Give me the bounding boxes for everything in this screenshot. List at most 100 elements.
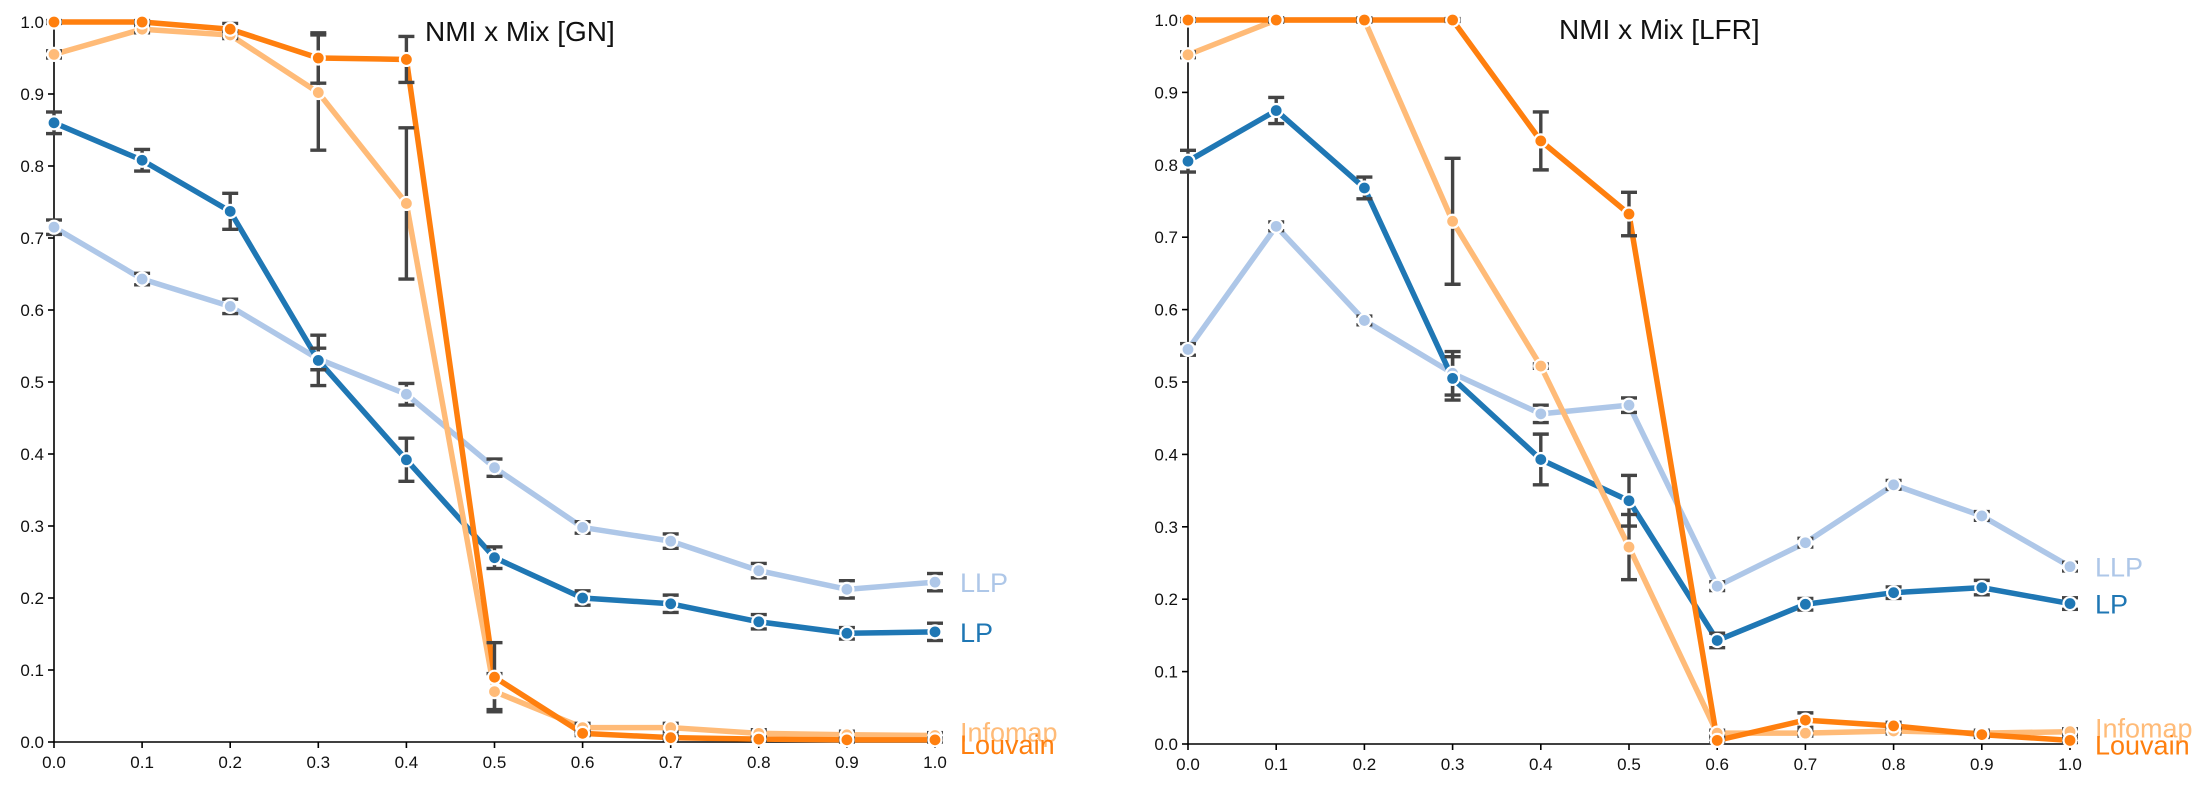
data-point-lp [1621,493,1637,509]
data-point-louvain [1533,133,1549,149]
y-tick-label: 0.6 [20,301,44,320]
data-point-llp [46,219,62,235]
data-point-llp [2062,559,2078,575]
data-point-louvain [134,14,150,30]
data-point-louvain [1709,732,1725,748]
data-point-llp [663,533,679,549]
data-point-llp [927,574,943,590]
data-point-lp [927,624,943,640]
data-point-llp [574,519,591,536]
x-tick-label: 0.7 [659,753,683,772]
data-point-infomap [46,46,62,63]
data-point-louvain [1621,206,1637,222]
data-point-lp [310,352,326,368]
data-point-louvain [927,732,943,748]
y-tick-label: 0.0 [20,733,44,752]
y-tick-label: 1.0 [20,13,44,32]
y-tick-label: 0.8 [1154,156,1178,175]
data-point-louvain [839,732,855,748]
y-tick-label: 0.9 [1154,83,1178,102]
x-tick-label: 1.0 [923,753,947,772]
y-tick-label: 0.7 [1154,228,1178,247]
x-tick-label: 1.0 [2058,755,2082,774]
y-tick-label: 0.9 [20,85,44,104]
y-tick-label: 0.4 [1154,445,1178,464]
series-label-lp: LP [960,618,993,648]
series-line-louvain [54,19,935,743]
x-tick-label: 0.8 [1882,755,1906,774]
data-point-llp [134,271,150,287]
x-tick-label: 0.6 [571,753,595,772]
y-tick-label: 0.2 [20,589,44,608]
data-point-llp [1974,508,1990,524]
x-tick-label: 0.9 [835,753,859,772]
chart-panel-gn: 0.0 0.1 0.2 0.3 0.4 0.5 0.6 0.7 0.8 0.9 1.0 0.0 0.1 0… [0,0,1075,802]
chart-title: NMI x Mix [GN] [425,16,615,47]
series-label-infomap: Infomap [2095,714,2193,744]
data-point-lp [1974,580,1990,596]
data-point-louvain [486,669,503,685]
data-point-louvain [663,730,679,746]
y-tick-label: 0.1 [1154,663,1178,682]
data-point-llp [398,386,414,402]
series-label-louvain: Louvain [960,730,1055,760]
data-point-llp [486,460,503,476]
y-tick-label: 0.8 [20,157,44,176]
data-point-lp [1709,632,1725,649]
data-point-llp [1621,397,1637,413]
data-point-louvain [46,14,62,30]
y-tick-label: 0.2 [1154,590,1178,609]
data-point-lp [1445,370,1461,386]
x-tick-label: 0.6 [1705,755,1729,774]
x-tick-label: 0.1 [1264,755,1288,774]
data-point-llp [1885,477,1902,493]
data-point-louvain [222,21,238,37]
data-point-lp [486,550,503,566]
data-point-infomap [310,84,326,101]
data-point-infomap [1621,539,1637,555]
y-tick-label: 0.3 [1154,518,1178,537]
data-point-llp [1356,312,1372,329]
data-point-lp [663,596,679,612]
series-line-louvain [1188,17,2071,744]
data-point-louvain [1356,12,1372,28]
x-tick-label: 0.3 [1441,755,1465,774]
data-point-louvain [574,725,591,741]
data-point-llp [839,581,855,597]
data-point-llp [1797,535,1814,551]
y-tick-label: 0.5 [20,373,44,392]
x-tick-label: 0.3 [306,753,330,772]
x-tick-label: 0.9 [1970,755,1994,774]
data-point-lp [1180,153,1196,169]
x-tick-label: 0.1 [130,753,154,772]
data-point-lp [134,152,150,168]
x-tick-label: 0.7 [1794,755,1818,774]
data-point-louvain [751,731,767,747]
data-point-lp [574,590,591,606]
chart-title: NMI x Mix [LFR] [1559,14,1760,45]
data-point-lp [1885,585,1902,601]
data-point-llp [1180,341,1196,358]
data-point-louvain [1974,726,1990,743]
x-tick-label: 0.5 [1617,755,1641,774]
nmi-lfr-chart: 0.0 0.1 0.2 0.3 0.4 0.5 0.6 0.7 0.8 0.9 1.0 0.0 0.1 0… [1154,11,2193,774]
data-point-infomap [1533,358,1549,374]
data-point-llp [1709,578,1725,594]
series-label-louvain: Louvain [2095,730,2190,760]
data-point-lp [222,203,238,219]
x-tick-label: 0.4 [395,753,419,772]
data-point-louvain [1180,12,1196,28]
data-point-louvain [2062,732,2078,748]
data-point-louvain [310,50,326,66]
data-point-louvain [1885,718,1902,734]
series-label-infomap: Infomap [960,718,1058,748]
data-point-lp [398,452,414,468]
y-tick-label: 0.6 [1154,301,1178,320]
series-label-llp: LLP [960,568,1008,598]
chart-panel-lfr: 0.0 0.1 0.2 0.3 0.4 0.5 0.6 0.7 0.8 0.9 1.0 0.0 0.1 0… [1135,0,2212,802]
y-tick-label: 0.5 [1154,373,1178,392]
data-point-lp [1356,180,1372,196]
x-tick-label: 0.5 [483,753,507,772]
nmi-gn-chart: 0.0 0.1 0.2 0.3 0.4 0.5 0.6 0.7 0.8 0.9 1.0 0.0 0.1 0… [20,13,1058,772]
x-tick-label: 0.4 [1529,755,1553,774]
